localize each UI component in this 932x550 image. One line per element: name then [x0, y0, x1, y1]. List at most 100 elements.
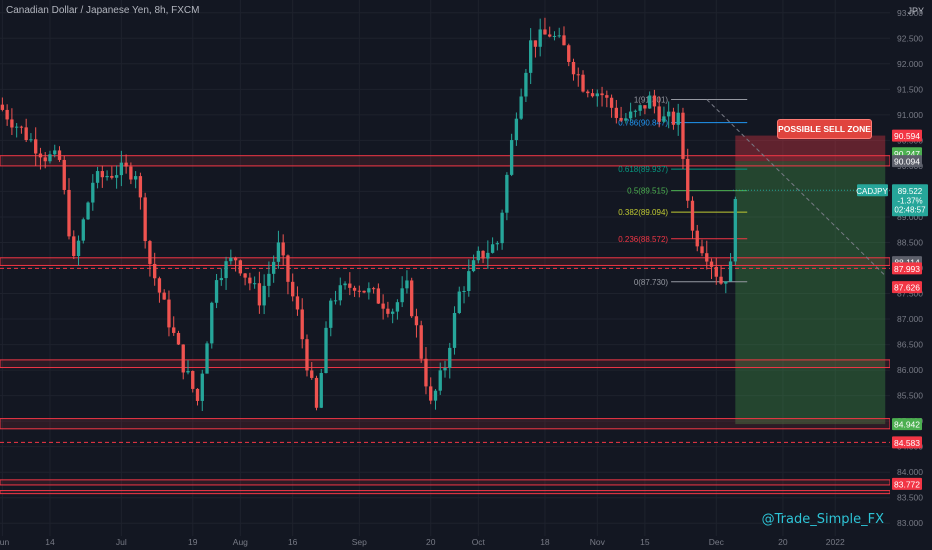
candle-body: [148, 241, 152, 264]
fib-level-label: 0.236(88.572): [618, 235, 668, 244]
price-tag: [892, 129, 922, 142]
candle-body: [557, 35, 561, 37]
candle-body: [414, 316, 419, 326]
candle-body: [386, 308, 390, 314]
candle-body: [462, 290, 466, 292]
price-tag: [892, 436, 922, 449]
candle-body: [119, 162, 124, 176]
candle-body: [291, 281, 295, 297]
candle-body: [605, 95, 609, 98]
candle-body: [348, 283, 352, 288]
candle-body: [529, 40, 533, 73]
candle-body: [19, 126, 24, 128]
chart-title: Canadian Dollar / Japanese Yen, 8h, FXCM: [6, 5, 200, 16]
x-tick-label: 16: [288, 537, 298, 547]
candle-body: [424, 358, 428, 387]
candle-body: [619, 117, 623, 121]
support-resistance-zone: [0, 155, 891, 167]
candle-body: [695, 230, 699, 247]
y-tick-label: 86.500: [897, 340, 923, 350]
y-tick-label: 93.000: [897, 8, 923, 18]
symbol-tag-label: CADJPY: [856, 187, 888, 196]
candle-body: [324, 327, 328, 374]
candle-body: [471, 260, 476, 272]
candle-body: [195, 388, 200, 401]
x-tick-label: 15: [640, 537, 650, 547]
candle-body: [438, 370, 442, 391]
candle-body: [457, 291, 461, 314]
candle-body: [509, 140, 514, 175]
candle-body: [662, 116, 666, 122]
candle-body: [357, 290, 361, 292]
candle-body: [371, 288, 376, 290]
candle-body: [271, 261, 276, 274]
candle-body: [495, 243, 500, 245]
candle-body: [390, 311, 395, 314]
candle-body: [200, 373, 204, 401]
candle-body: [709, 261, 714, 267]
y-tick-label: 83.500: [897, 493, 923, 503]
candle-body: [214, 280, 219, 303]
x-tick-label: Jul: [116, 537, 127, 547]
candle-body: [633, 110, 638, 112]
candle-body: [652, 95, 657, 107]
candle-body: [490, 244, 495, 253]
candle-body: [205, 343, 209, 374]
candle-body: [181, 344, 185, 373]
sell-zone-callout[interactable]: POSSIBLE SELL ZONE: [777, 119, 872, 139]
candle-body: [405, 280, 409, 289]
candle-body: [681, 112, 685, 159]
candle-body: [333, 300, 338, 302]
candle-body: [57, 150, 62, 160]
y-tick-label: 85.500: [897, 391, 923, 401]
candle-body: [14, 126, 19, 128]
fib-level-label: 0(87.730): [634, 278, 669, 287]
candle-body: [705, 253, 709, 262]
x-tick-label: 2022: [826, 537, 845, 547]
fib-level-label: 0.786(90.847): [618, 119, 668, 128]
candle-body: [229, 257, 233, 262]
x-tick-label: 20: [778, 537, 788, 547]
candle-body: [162, 292, 166, 300]
candle-body: [305, 339, 309, 371]
candle-body: [238, 260, 243, 274]
candle-body: [433, 390, 438, 401]
candle-body: [452, 313, 457, 348]
candle-body: [5, 109, 9, 120]
candle-body: [286, 255, 290, 282]
candle-body: [500, 212, 504, 244]
candle-body: [671, 111, 676, 125]
candle-body: [76, 240, 81, 257]
candle-body: [647, 95, 652, 109]
candle-body: [157, 278, 162, 293]
candle-body: [267, 273, 271, 286]
candle-body: [595, 93, 599, 97]
candle-body: [86, 202, 90, 220]
x-tick-label: Nov: [590, 537, 606, 547]
support-resistance-zone: [0, 490, 891, 495]
candle-body: [643, 105, 647, 109]
candle-body: [191, 370, 195, 389]
candle-body: [167, 299, 171, 328]
candle-body: [67, 189, 71, 237]
price-tag: [892, 477, 922, 490]
candle-body: [376, 288, 381, 304]
x-tick-label: Dec: [709, 537, 725, 547]
candle-body: [210, 302, 214, 344]
candle-body: [667, 111, 671, 117]
candle-body: [410, 280, 414, 317]
candle-body: [105, 175, 109, 178]
candle-body: [314, 377, 319, 408]
x-tick-label: 20: [426, 537, 436, 547]
candle-body: [48, 154, 52, 162]
candle-body: [276, 242, 281, 262]
candle-body: [72, 236, 76, 257]
candle-body: [110, 175, 114, 178]
time-axis-bg: [0, 536, 932, 550]
candle-body: [219, 278, 223, 281]
candle-body: [576, 74, 580, 76]
candle-body: [624, 118, 628, 121]
candle-body: [329, 300, 333, 328]
